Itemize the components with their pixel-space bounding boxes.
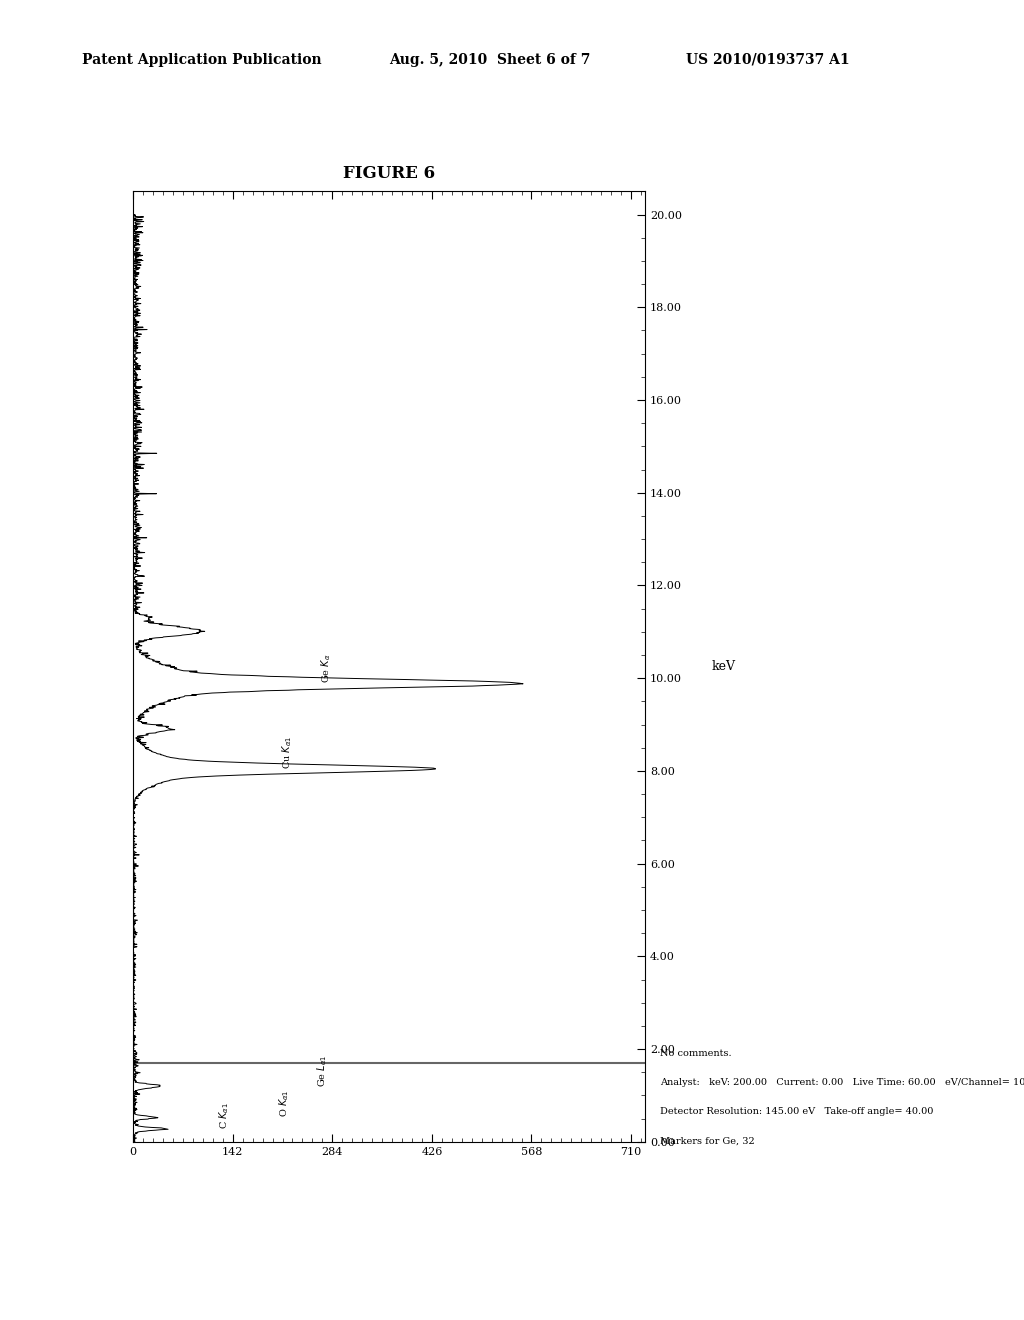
Text: Markers for Ge, 32: Markers for Ge, 32 [660, 1137, 756, 1146]
Text: FIGURE 6: FIGURE 6 [343, 165, 435, 182]
Text: Cu $K_{\alpha1}$: Cu $K_{\alpha1}$ [281, 735, 294, 768]
Text: Aug. 5, 2010  Sheet 6 of 7: Aug. 5, 2010 Sheet 6 of 7 [389, 53, 591, 67]
Y-axis label: keV: keV [712, 660, 735, 673]
Text: US 2010/0193737 A1: US 2010/0193737 A1 [686, 53, 850, 67]
Text: O $K_{\alpha1}$: O $K_{\alpha1}$ [278, 1090, 291, 1118]
Text: Ge $L_{\alpha1}$: Ge $L_{\alpha1}$ [315, 1055, 330, 1086]
Text: No comments.: No comments. [660, 1049, 732, 1059]
Text: Ge $K_{\alpha}$: Ge $K_{\alpha}$ [319, 655, 333, 684]
Text: C $K_{\alpha1}$: C $K_{\alpha1}$ [217, 1102, 231, 1129]
Text: Patent Application Publication: Patent Application Publication [82, 53, 322, 67]
Text: Analyst:   keV: 200.00   Current: 0.00   Live Time: 60.00   eV/Channel= 10.00: Analyst: keV: 200.00 Current: 0.00 Live … [660, 1078, 1024, 1088]
Text: Detector Resolution: 145.00 eV   Take-off angle= 40.00: Detector Resolution: 145.00 eV Take-off … [660, 1107, 934, 1117]
